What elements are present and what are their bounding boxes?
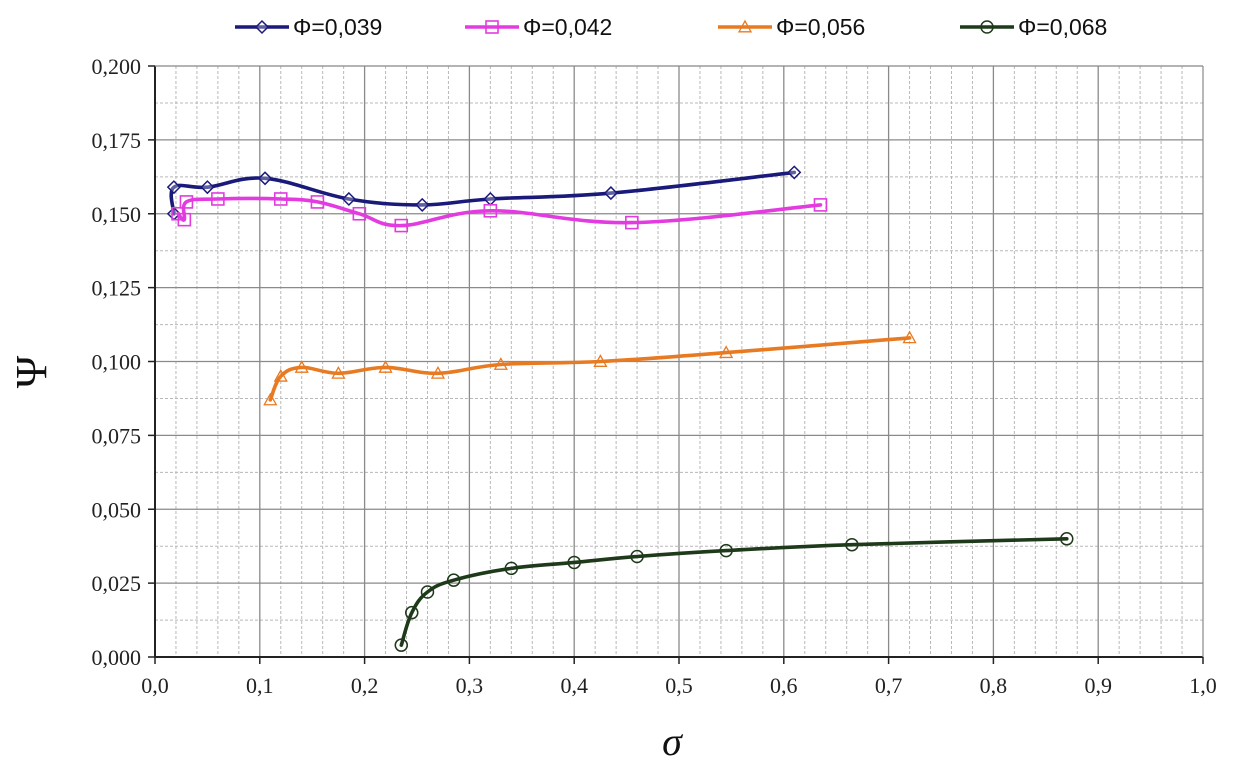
data-point — [378, 360, 393, 373]
legend-swatch-marker — [980, 20, 994, 34]
y-tick-label: 0,100 — [92, 350, 142, 375]
data-point — [719, 345, 734, 359]
data-point — [341, 191, 356, 207]
x-tick-label: 0,9 — [1084, 673, 1112, 698]
legend-label: Φ=0,068 — [1018, 14, 1107, 40]
data-point — [294, 360, 309, 373]
data-point — [902, 330, 917, 344]
y-tick-label: 0,200 — [92, 54, 142, 79]
series-line — [176, 196, 823, 228]
data-point — [310, 195, 325, 209]
legend-label: Φ=0,042 — [523, 14, 612, 40]
x-tick-label: 0,6 — [770, 673, 798, 698]
data-point — [430, 365, 446, 379]
grid — [155, 66, 1203, 657]
data-point — [211, 192, 225, 206]
series-layer — [166, 165, 1074, 652]
series-line — [268, 336, 912, 402]
data-point — [420, 585, 435, 599]
x-tick-label: 0,7 — [875, 673, 903, 698]
x-tick-label: 0,8 — [980, 673, 1008, 698]
y-tick-labels: 0,000 0,025 0,050 0,075 0,100 0,125 0,150 0,175… — [92, 54, 155, 670]
data-point — [273, 368, 288, 382]
series-3 — [263, 330, 917, 406]
y-tick-label: 0,125 — [92, 276, 142, 301]
data-point — [405, 605, 419, 620]
legend-swatch-marker — [737, 19, 753, 33]
data-point — [331, 365, 346, 379]
data-point — [446, 573, 461, 587]
data-point — [567, 555, 581, 570]
x-axis-title: σ — [662, 719, 683, 761]
data-point — [200, 180, 215, 195]
y-tick-label: 0,050 — [92, 497, 142, 522]
legend-item-1: Φ=0,039 — [235, 14, 382, 40]
series-line — [399, 537, 1069, 647]
data-point — [273, 192, 288, 206]
y-tick-label: 0,075 — [92, 423, 142, 448]
data-point — [394, 218, 409, 233]
data-point — [593, 354, 608, 367]
data-point — [179, 195, 194, 209]
legend: Φ=0,039 Φ=0,042 Φ=0,056 Φ=0,068 — [235, 14, 1107, 40]
data-point — [483, 203, 498, 218]
series-2 — [171, 192, 828, 233]
legend-label: Φ=0,056 — [776, 14, 865, 40]
data-point — [1060, 532, 1074, 546]
x-tick-label: 0,4 — [560, 673, 588, 698]
data-point — [263, 392, 278, 406]
data-point — [625, 215, 639, 230]
legend-item-4: Φ=0,068 — [960, 14, 1107, 40]
data-point — [415, 197, 430, 212]
y-tick-label: 0,025 — [92, 571, 142, 596]
legend-swatch-marker — [485, 20, 499, 34]
data-point — [483, 191, 498, 207]
y-tick-label: 0,150 — [92, 202, 142, 227]
data-point — [630, 549, 644, 564]
y-tick-label: 0,000 — [92, 645, 142, 670]
data-point — [719, 543, 733, 558]
data-point — [352, 206, 367, 221]
x-tick-label: 0,3 — [456, 673, 484, 698]
data-point — [787, 165, 802, 180]
legend-swatch-marker — [254, 19, 270, 35]
x-tick-label: 1,0 — [1189, 673, 1217, 698]
data-point — [394, 638, 409, 652]
data-point — [845, 537, 859, 552]
x-tick-label: 0,1 — [246, 673, 274, 698]
data-point — [177, 212, 192, 227]
y-axis-title: Ψ — [7, 355, 56, 388]
x-tick-label: 0,0 — [141, 673, 169, 698]
x-tick-labels: 0,0 0,1 0,2 0,3 0,4 0,5 0,6 0,7 0,8 0,9 1,0 — [141, 657, 1217, 698]
x-tick-label: 0,2 — [351, 673, 379, 698]
data-point — [603, 186, 618, 201]
data-point — [257, 171, 273, 186]
legend-item-2: Φ=0,042 — [465, 14, 612, 40]
data-point — [504, 561, 519, 576]
x-tick-label: 0,5 — [665, 673, 693, 698]
series-line — [169, 170, 797, 216]
legend-label: Φ=0,039 — [293, 14, 382, 40]
data-point — [493, 357, 508, 370]
data-point — [166, 180, 181, 195]
y-tick-label: 0,175 — [92, 128, 142, 153]
series-4 — [394, 532, 1074, 652]
data-point — [813, 198, 828, 212]
legend-item-3: Φ=0,056 — [718, 14, 865, 40]
series-1 — [166, 165, 802, 221]
